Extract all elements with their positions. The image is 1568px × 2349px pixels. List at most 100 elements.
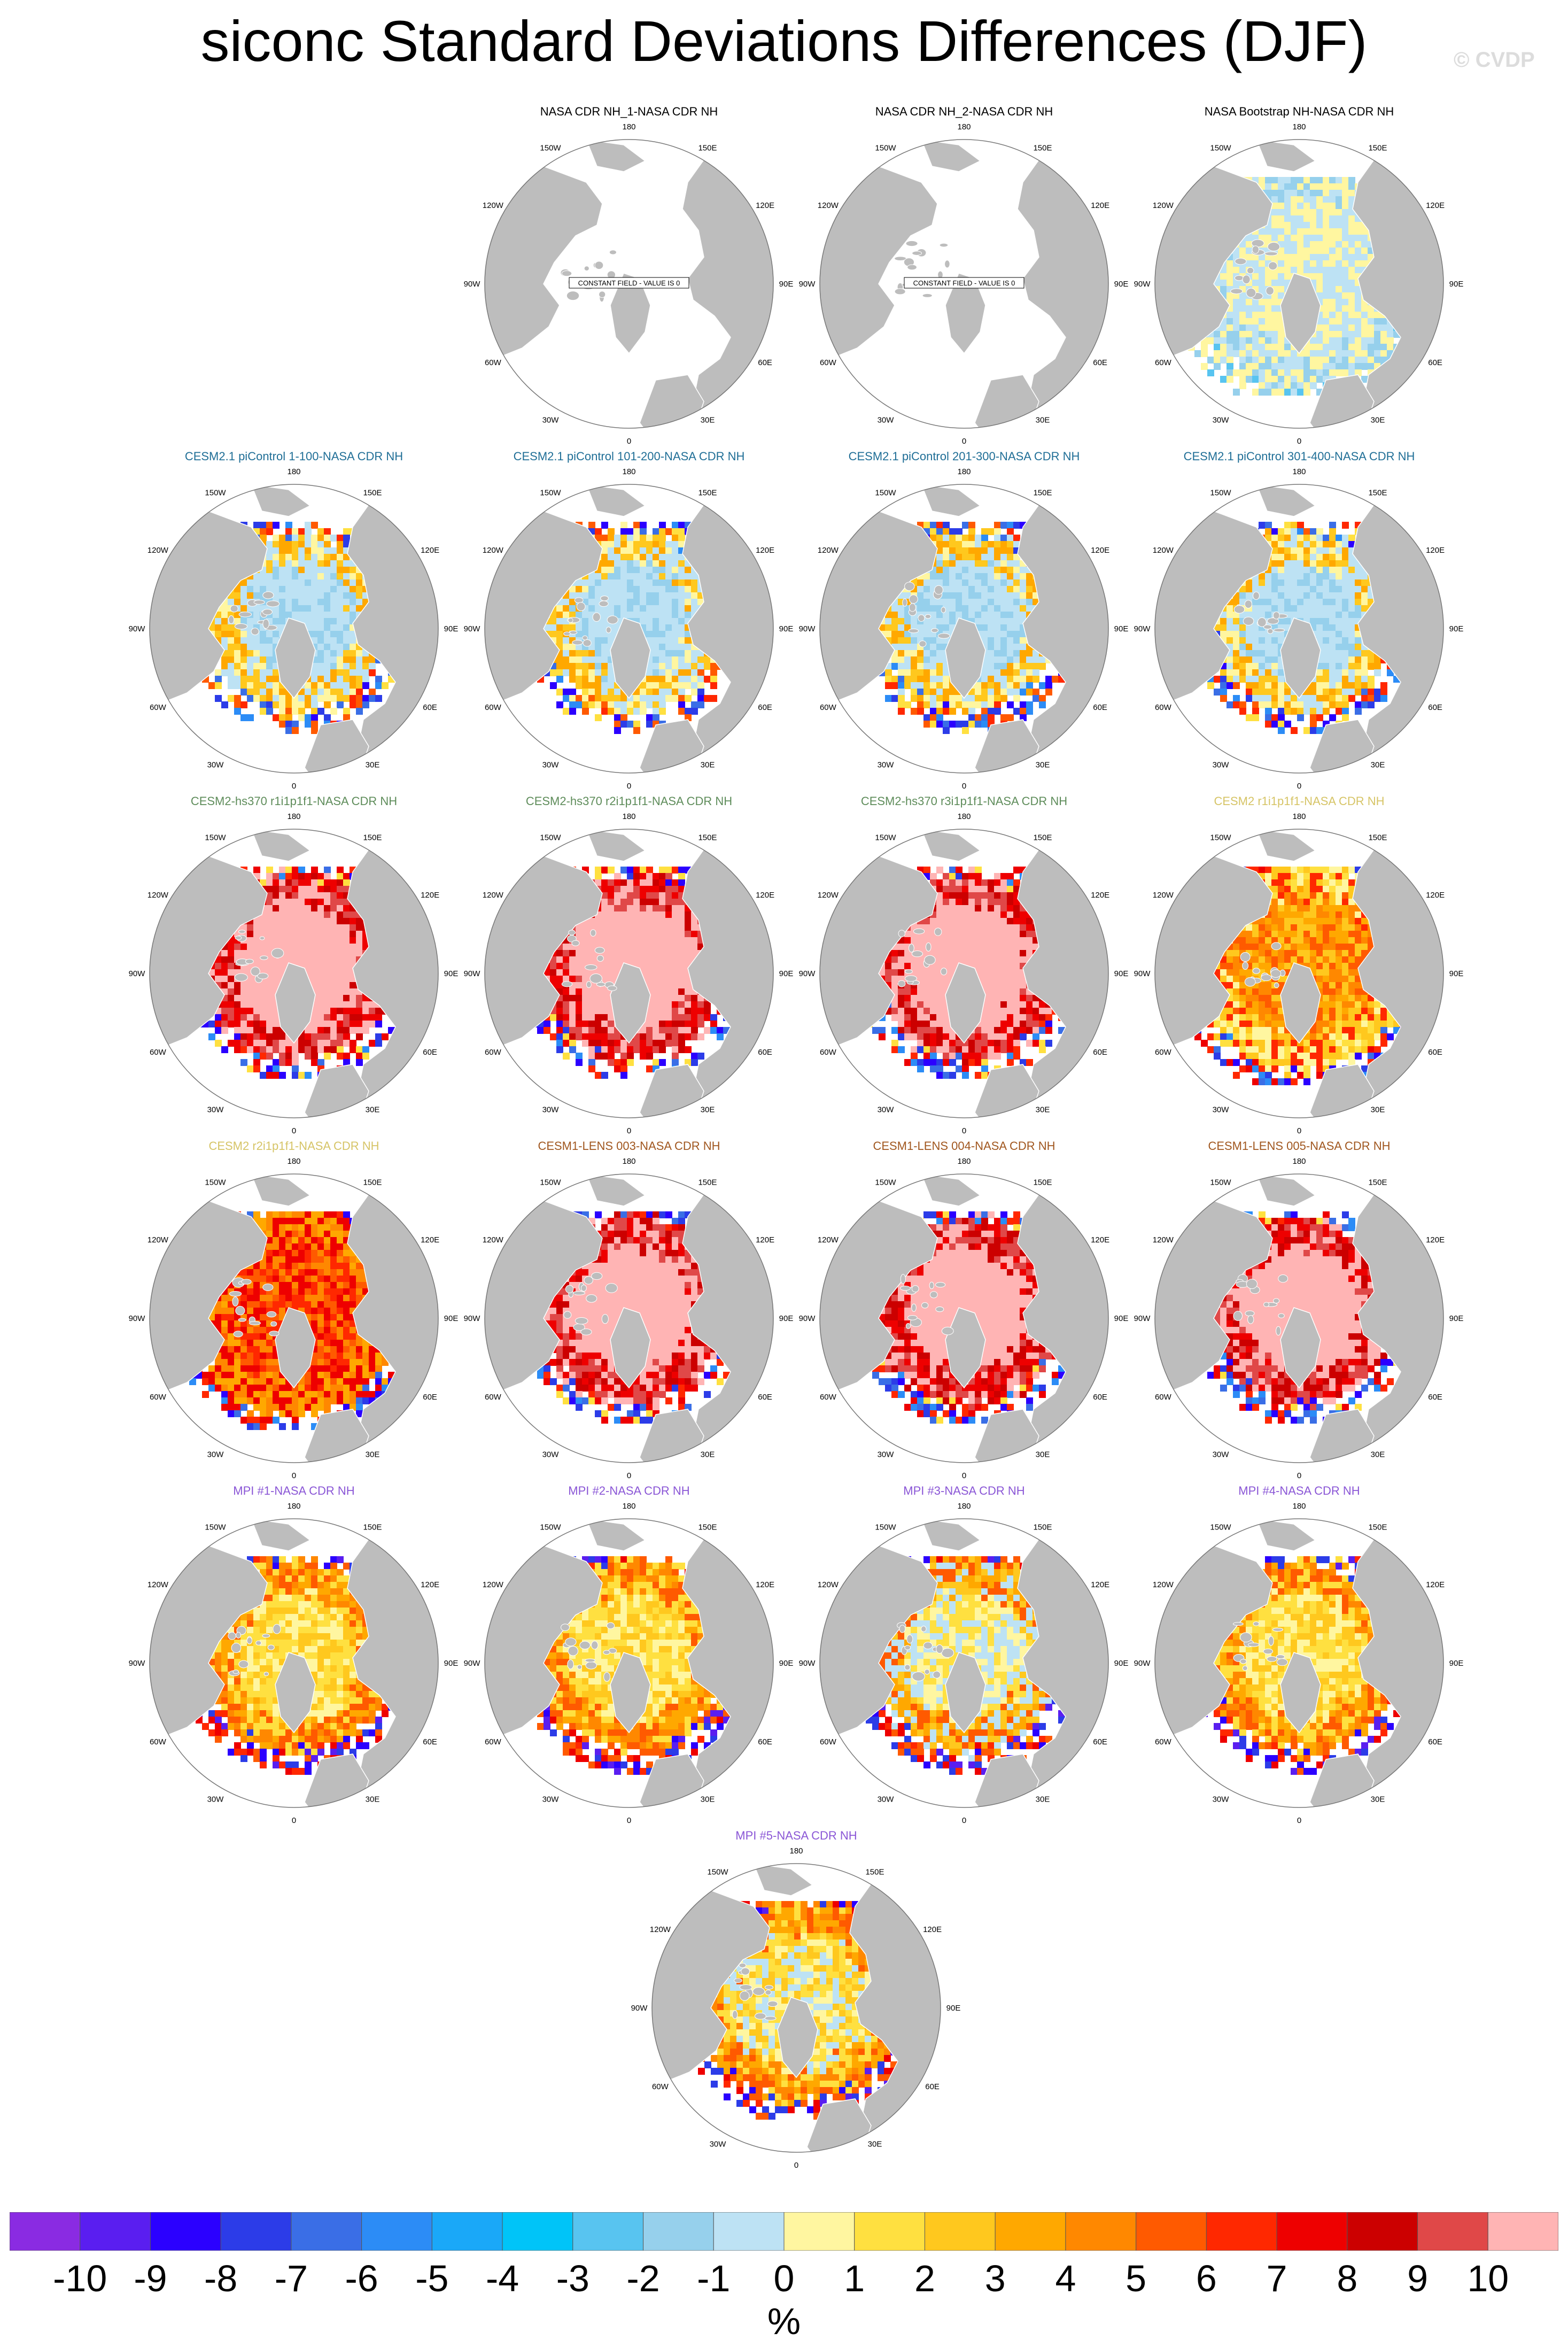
data-cell <box>273 573 280 580</box>
data-cell <box>1265 235 1272 242</box>
data-cell <box>1361 592 1368 599</box>
data-cell <box>1214 350 1221 357</box>
data-cell <box>936 714 943 721</box>
data-cell <box>678 618 685 625</box>
data-cell <box>1380 682 1387 689</box>
longitude-label: 120E <box>1426 201 1445 210</box>
data-cell <box>285 579 292 586</box>
data-cell <box>279 879 286 886</box>
data-cell <box>665 644 672 651</box>
longitude-label: 180 <box>1292 468 1306 476</box>
data-cell <box>1342 669 1349 676</box>
data-cell <box>1348 535 1355 542</box>
data-cell <box>1259 286 1266 293</box>
data-cell <box>356 931 363 938</box>
data-cell <box>653 573 659 580</box>
data-cell <box>234 599 241 606</box>
island <box>238 612 252 617</box>
data-cell <box>1316 695 1323 702</box>
data-cell <box>691 689 698 696</box>
data-cell <box>1252 280 1259 287</box>
data-cell <box>305 879 312 886</box>
data-cell <box>1342 299 1349 306</box>
map-border <box>484 139 774 429</box>
data-cell <box>1239 363 1246 370</box>
data-cell <box>975 605 982 612</box>
data-cell <box>1271 350 1278 357</box>
data-cell <box>311 873 318 880</box>
data-cell <box>1316 618 1323 625</box>
data-cell <box>614 721 621 728</box>
data-cell <box>981 560 988 567</box>
data-cell <box>1342 618 1349 625</box>
data-cell <box>1297 708 1304 715</box>
data-cell <box>1265 299 1272 306</box>
data-cell <box>298 714 305 721</box>
longitude-label: 30E <box>1036 761 1050 770</box>
data-cell <box>234 950 241 957</box>
data-cell <box>1336 203 1342 210</box>
data-cell <box>988 573 995 580</box>
data-cell <box>627 567 634 574</box>
data-cell <box>247 950 254 957</box>
data-cell <box>337 911 344 918</box>
data-cell <box>981 695 988 702</box>
data-cell <box>704 656 711 663</box>
data-cell <box>273 899 280 906</box>
data-cell <box>285 547 292 554</box>
data-cell <box>1310 248 1317 254</box>
data-cell <box>975 592 982 599</box>
data-cell <box>975 586 982 593</box>
data-cell <box>665 567 672 574</box>
data-cell <box>1323 612 1330 619</box>
data-cell <box>305 618 312 625</box>
data-cell <box>911 695 918 702</box>
data-cell <box>1323 541 1330 548</box>
data-cell <box>1329 631 1336 638</box>
data-cell <box>627 612 634 619</box>
data-cell <box>1316 708 1323 715</box>
data-cell <box>1271 567 1278 574</box>
data-cell <box>1278 337 1285 344</box>
data-cell <box>1348 656 1355 663</box>
data-cell <box>1265 357 1272 364</box>
data-cell <box>305 554 312 561</box>
data-cell <box>544 624 550 631</box>
data-cell <box>994 689 1001 696</box>
data-cell <box>1220 324 1227 331</box>
data-cell <box>685 676 692 683</box>
data-cell <box>330 579 337 586</box>
data-cell <box>1284 586 1291 593</box>
data-cell <box>595 701 602 708</box>
island <box>918 614 925 622</box>
data-cell <box>1361 350 1368 357</box>
data-cell <box>1348 350 1355 357</box>
data-cell <box>1316 637 1323 644</box>
data-cell <box>1271 676 1278 683</box>
data-cell <box>917 631 924 638</box>
data-cell <box>311 931 318 938</box>
data-cell <box>1361 656 1368 663</box>
data-cell <box>343 905 350 912</box>
data-cell <box>1336 592 1342 599</box>
data-cell <box>1020 663 1027 670</box>
land-mass <box>1352 144 1443 424</box>
data-cell <box>1227 280 1233 287</box>
data-cell <box>285 944 292 951</box>
data-cell <box>968 554 975 561</box>
data-cell <box>659 701 666 708</box>
panel-title: CESM2.1 piControl 1-100-NASA CDR NH <box>184 450 403 463</box>
data-cell <box>911 618 918 625</box>
data-cell <box>620 599 627 606</box>
data-cell <box>981 554 988 561</box>
data-cell <box>1342 305 1349 312</box>
data-cell <box>1013 631 1020 638</box>
data-cell <box>1361 689 1368 696</box>
data-cell <box>556 631 563 638</box>
data-cell <box>1278 573 1285 580</box>
data-cell <box>337 541 344 548</box>
data-cell <box>1020 612 1027 619</box>
data-cell <box>324 592 331 599</box>
data-cell <box>317 618 324 625</box>
data-cell <box>962 541 969 548</box>
